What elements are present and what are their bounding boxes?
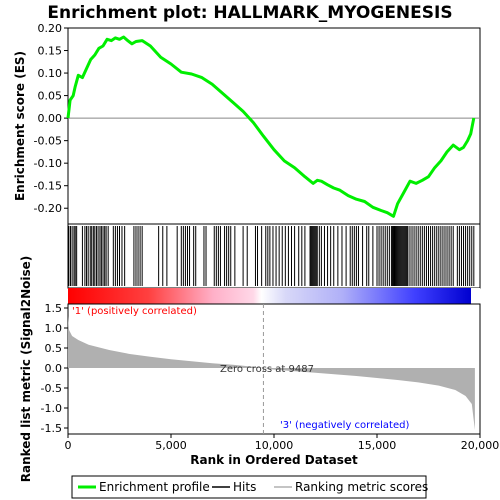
- es-y-tick-label: 0.10: [38, 67, 63, 80]
- metric-y-ticks: 1.5 1.0 0.5 0.0 -0.5 -1.0 -1.5: [41, 302, 68, 435]
- metric-y-tick-label: 0.0: [45, 362, 63, 375]
- negative-correlated-label: '3' (negatively correlated): [280, 420, 409, 431]
- metric-y-tick-label: -1.5: [41, 422, 62, 435]
- es-y-tick-label: 0.15: [38, 45, 63, 58]
- metric-y-tick-label: 1.0: [45, 322, 63, 335]
- es-y-tick-label: -0.15: [34, 180, 62, 193]
- metric-y-tick-label: 1.5: [45, 302, 63, 315]
- chart-title: Enrichment plot: HALLMARK_MYOGENESIS: [47, 3, 452, 23]
- hits-panel-frame: [67, 223, 481, 289]
- es-y-axis-label: Enrichment score (ES): [13, 51, 27, 201]
- es-y-ticks: 0.20 0.15 0.10 0.05 0.00 -0.05 -0.10 -0.15 -0.20: [34, 22, 68, 215]
- rank-color-bar: [68, 288, 471, 304]
- es-y-tick-label: -0.20: [34, 202, 62, 215]
- metric-y-tick-label: 0.5: [45, 342, 63, 355]
- rank-color-bar-tail: [471, 288, 480, 304]
- es-y-tick-label: 0.20: [38, 22, 63, 35]
- legend-box: [71, 475, 427, 499]
- metric-y-axis-label: Ranked list metric (Signal2Noise): [19, 256, 33, 483]
- es-y-tick-label: -0.10: [34, 157, 62, 170]
- x-tick-label: 0: [65, 439, 72, 452]
- metric-y-tick-label: -1.0: [41, 402, 62, 415]
- es-y-tick-label: 0.05: [38, 90, 63, 103]
- x-tick-label: 10,000: [255, 439, 294, 452]
- x-axis-label: Rank in Ordered Dataset: [190, 453, 358, 467]
- x-tick-label: 5,000: [155, 439, 187, 452]
- legend-metric-label: Ranking metric scores: [295, 480, 428, 494]
- hits-lines: [68, 226, 475, 286]
- metric-y-tick-label: -0.5: [41, 382, 62, 395]
- x-tick-label: 15,000: [358, 439, 397, 452]
- x-axis-ticks: 0 5,000 10,000 15,000 20,000: [65, 434, 500, 452]
- es-panel-frame: [67, 27, 481, 225]
- legend-hits-label: Hits: [233, 480, 256, 494]
- es-y-tick-label: 0.00: [38, 112, 63, 125]
- zero-cross-label: Zero cross at 9487: [220, 364, 314, 375]
- legend-enrichment-label: Enrichment profile: [99, 480, 210, 494]
- ranking-metric-area: [68, 316, 475, 430]
- enrichment-profile-line: [66, 35, 476, 218]
- es-y-tick-label: -0.05: [34, 135, 62, 148]
- x-tick-label: 20,000: [461, 439, 500, 452]
- positive-correlated-label: '1' (positively correlated): [72, 306, 197, 317]
